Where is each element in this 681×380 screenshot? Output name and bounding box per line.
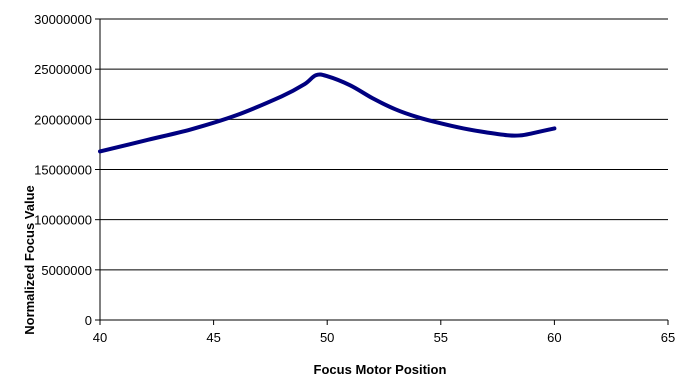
y-tick-label: 0 — [85, 313, 92, 328]
x-tick-label: 45 — [206, 330, 220, 345]
y-tick-label: 20000000 — [34, 112, 92, 127]
x-tick-label: 60 — [547, 330, 561, 345]
x-tick-labels: 40 45 50 55 60 65 — [93, 330, 675, 345]
y-tick-label: 30000000 — [34, 12, 92, 27]
y-tick-label: 15000000 — [34, 163, 92, 178]
axes — [95, 18, 669, 325]
y-tick-label: 10000000 — [34, 213, 92, 228]
y-tick-label: 5000000 — [41, 263, 92, 278]
y-tick-label: 25000000 — [34, 62, 92, 77]
gridlines — [100, 18, 668, 271]
x-tick-label: 50 — [320, 330, 334, 345]
y-axis-title: Normalized Focus Value — [22, 185, 37, 335]
x-tick-label: 65 — [661, 330, 675, 345]
series-group — [98, 72, 557, 154]
x-axis-title: Focus Motor Position — [314, 362, 447, 377]
series-line — [98, 72, 557, 154]
x-tick-label: 40 — [93, 330, 107, 345]
y-tick-labels: 0 5000000 10000000 15000000 20000000 25000000… — [34, 12, 92, 328]
x-tick-label: 55 — [434, 330, 448, 345]
